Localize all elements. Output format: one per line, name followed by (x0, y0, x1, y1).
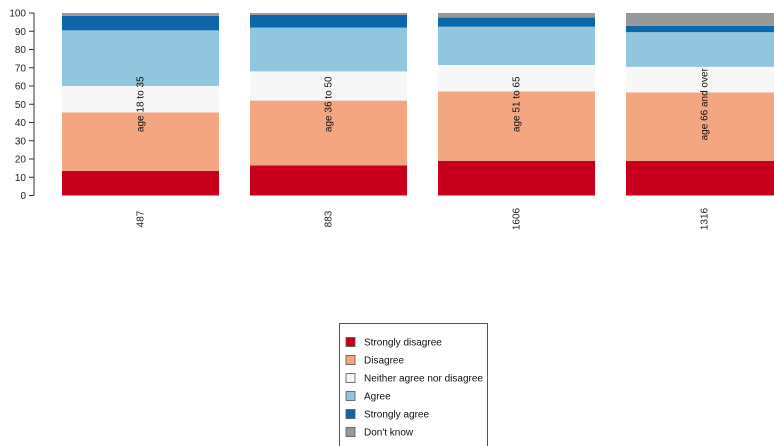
x-tick-label: 883 (324, 210, 335, 227)
bar-segment (438, 65, 595, 92)
y-tick-label: 20 (15, 155, 27, 166)
y-axis: 0 10 20 30 40 50 60 70 80 90 100 (9, 9, 35, 202)
y-tick-label: 30 (15, 136, 27, 147)
legend-swatch (345, 337, 356, 347)
bar-segment (250, 27, 407, 72)
bar-segment (250, 165, 407, 196)
bar-segment (62, 30, 219, 86)
legend: Strongly disagree Disagree Neither agree n… (339, 323, 488, 446)
x-tick-label: 1316 (700, 207, 711, 230)
bar-segment (250, 71, 407, 101)
legend-entry-label: Strongly agree (364, 410, 429, 421)
bar-segment (626, 92, 774, 161)
bar-segment (62, 13, 219, 16)
legend-swatch (345, 373, 356, 383)
legend-swatch (345, 391, 356, 401)
y-tick-label: 10 (15, 173, 27, 184)
bar-segment (250, 14, 407, 28)
bar-segment (438, 160, 595, 196)
legend-box (339, 323, 488, 446)
bar-segment (438, 17, 595, 27)
y-tick-label: 60 (15, 82, 27, 93)
bar-age-label: age 36 to 50 (324, 76, 335, 132)
bars (62, 13, 774, 196)
bar-labels: age 18 to 35 age 36 to 50 age 51 to 65 age … (136, 67, 711, 140)
y-tick-label: 50 (15, 100, 27, 111)
legend-swatch (345, 427, 356, 437)
bar-segment (438, 13, 595, 18)
bar-segment (626, 32, 774, 67)
bar-segment (62, 170, 219, 196)
bar-segment (438, 91, 595, 161)
y-tick-label: 90 (15, 27, 27, 38)
bar-age-label: age 51 to 65 (512, 76, 523, 132)
y-tick-label: 0 (20, 191, 26, 202)
bar-segment (626, 160, 774, 196)
y-tick-label: 100 (9, 9, 26, 20)
bar-segment (626, 66, 774, 93)
bar-segment (626, 13, 774, 26)
x-tick-labels: 487 883 1606 1316 (136, 207, 711, 230)
x-tick-label: 1606 (512, 207, 523, 230)
bar-segment (626, 25, 774, 33)
y-tick-label: 70 (15, 63, 27, 74)
bar-age-label: age 18 to 35 (136, 76, 147, 132)
bar-age-label: age 66 and over (700, 67, 711, 140)
y-tick-label: 40 (15, 118, 27, 129)
bar-segment (250, 100, 407, 166)
y-tick-label: 80 (15, 45, 27, 56)
bar-segment (438, 26, 595, 66)
legend-entry-label: Strongly disagree (364, 338, 442, 349)
legend-swatch (345, 355, 356, 365)
bar-segment (62, 112, 219, 171)
x-tick-label: 487 (136, 210, 147, 227)
bar-segment (250, 13, 407, 15)
legend-entry-label: Agree (364, 392, 391, 403)
legend-entry-label: Disagree (364, 356, 404, 367)
bar-segment (62, 15, 219, 31)
bar-segment (62, 86, 219, 113)
legend-entry-label: Don't know (364, 428, 414, 439)
legend-swatch (345, 409, 356, 419)
legend-entry-label: Neither agree nor disagree (364, 374, 483, 385)
